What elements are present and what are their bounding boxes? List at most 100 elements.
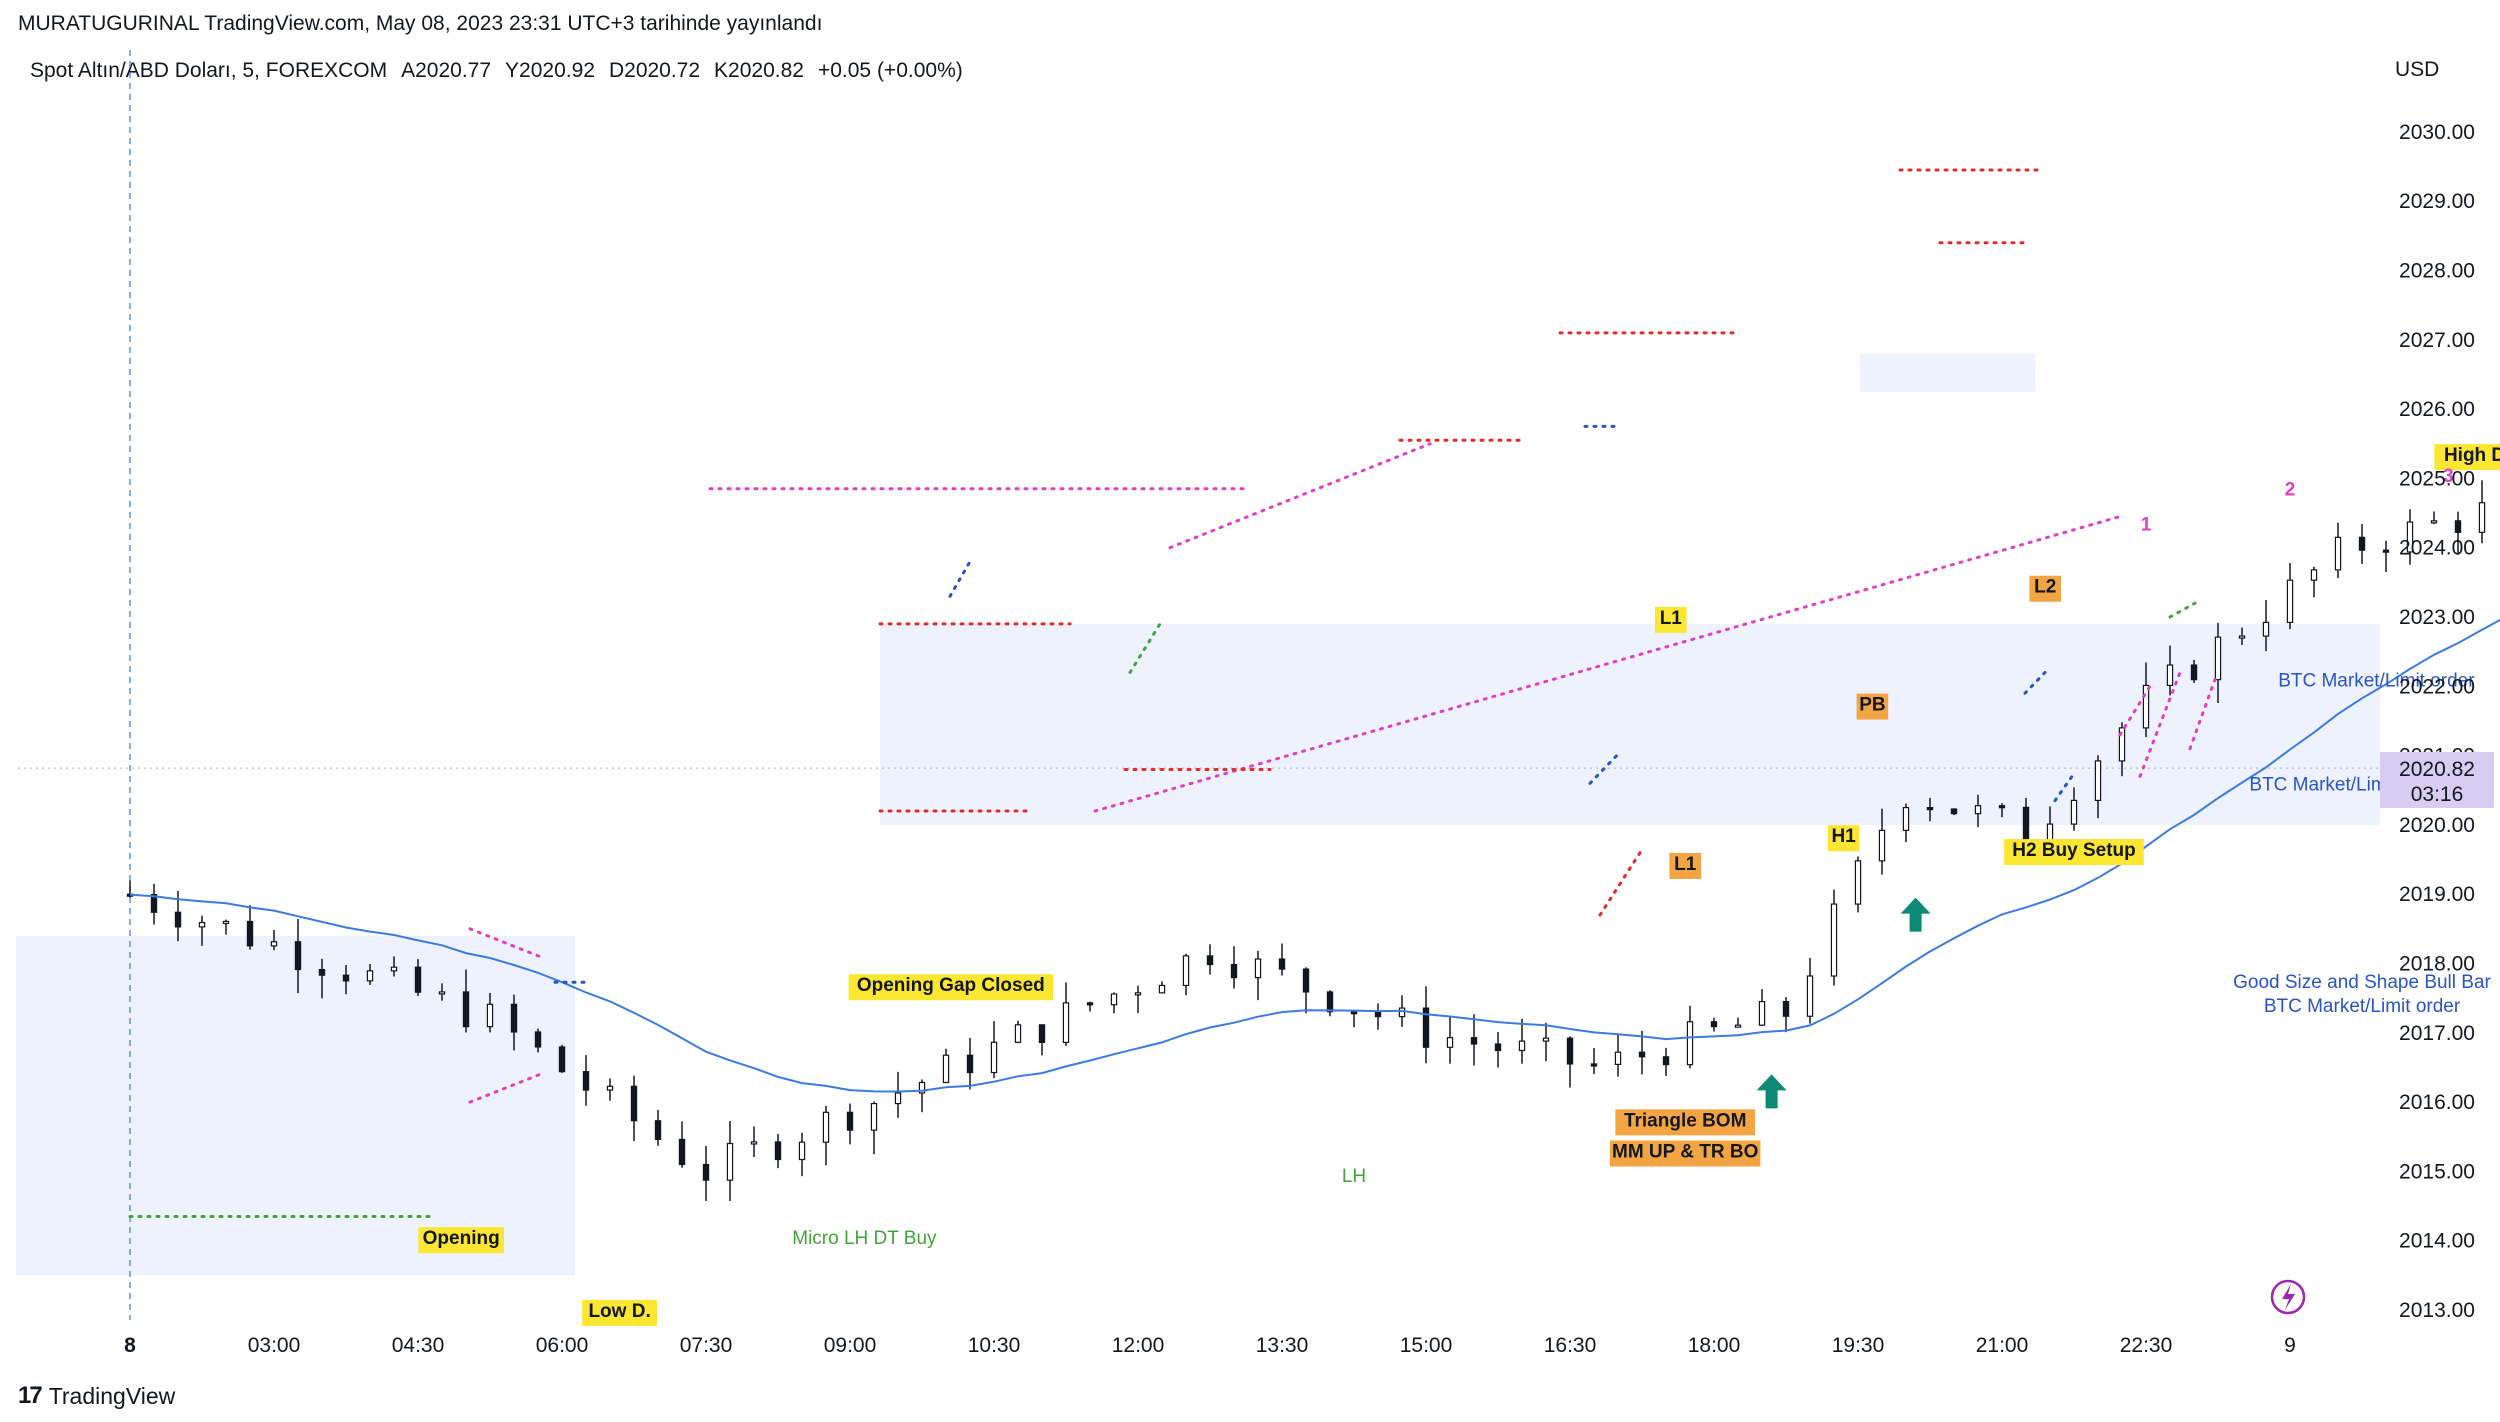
- annotation: Opening Gap Closed: [848, 974, 1053, 1001]
- candle-body: [1782, 1001, 1790, 1017]
- candle-body: [1038, 1024, 1046, 1043]
- last-price-label: 2020.82: [2399, 758, 2475, 781]
- change-value: +0.05 (+0.00%): [817, 59, 963, 82]
- candle-body: [1350, 1011, 1358, 1015]
- annotation-text: Opening Gap Closed: [857, 975, 1045, 996]
- candle-body: [1686, 1021, 1694, 1066]
- x-tick-label: 04:30: [392, 1334, 445, 1357]
- annotation: Good Size and Shape Bull Bar: [2233, 972, 2491, 993]
- y-tick-label: 2029.00: [2399, 190, 2475, 213]
- annotation-text: BTC Market/Limit order: [2264, 996, 2461, 1017]
- candle-body: [270, 941, 278, 947]
- annotation: MM UP & TR BO: [1610, 1140, 1761, 1167]
- annotation-text: Micro LH DT Buy: [792, 1228, 937, 1249]
- lightning-icon[interactable]: [2270, 1279, 2306, 1315]
- annotation: PB: [1856, 693, 1889, 720]
- candle-body: [2094, 760, 2102, 802]
- annotation: 3: [2443, 466, 2454, 487]
- candle-body: [1662, 1056, 1670, 1066]
- x-tick-label: 06:00: [536, 1334, 589, 1357]
- candle-body: [1806, 975, 1814, 1017]
- candle-body: [486, 1003, 494, 1028]
- candle-body: [798, 1141, 806, 1161]
- candle-body: [198, 921, 206, 928]
- candle-body: [2214, 636, 2222, 681]
- annotation-text: BTC Market/Limit order: [2278, 670, 2475, 691]
- annotation-text: Low D.: [588, 1301, 650, 1322]
- candle-body: [1902, 807, 1910, 831]
- published-note: MURATUGURINAL TradingView.com, May 08, 2…: [18, 12, 823, 35]
- symbol-name[interactable]: Spot Altın/ABD Doları, 5, FOREXCOM: [30, 59, 388, 82]
- candle-body: [1326, 991, 1334, 1013]
- annotation-bg: [418, 1227, 504, 1254]
- arrow-up-icon: [1900, 897, 1931, 932]
- annotation-text: L1: [1674, 854, 1697, 875]
- arrow-up-icon: [1756, 1074, 1787, 1109]
- candle-body: [2166, 664, 2174, 687]
- candle-body: [1302, 968, 1310, 993]
- x-tick-label: 12:00: [1112, 1334, 1165, 1357]
- y-tick-label: 2015.00: [2399, 1160, 2475, 1183]
- annotation: L2: [2029, 575, 2061, 602]
- tradingview-logo-icon[interactable]: 17: [18, 1382, 43, 1409]
- candle-body: [1998, 805, 2006, 809]
- x-tick-label: 13:30: [1256, 1334, 1309, 1357]
- guide-line: [1128, 622, 1162, 674]
- candle-body: [1398, 1007, 1406, 1018]
- x-tick-label: 22:30: [2120, 1334, 2173, 1357]
- candle-body: [870, 1102, 878, 1131]
- candle-body: [2118, 727, 2126, 762]
- annotation: LH: [1342, 1166, 1366, 1187]
- candle-body: [1518, 1040, 1526, 1052]
- range-zone: [1860, 353, 2035, 392]
- candle-body: [2406, 521, 2414, 553]
- annotation-text: Good Size and Shape Bull Bar: [2233, 972, 2491, 993]
- annotation-text: Opening: [423, 1228, 500, 1249]
- candle-body: [2046, 823, 2054, 842]
- annotation: Triangle BOM: [1615, 1109, 1755, 1136]
- annotation: H2 Buy Setup: [2004, 839, 2144, 866]
- annotation-text: MM UP & TR BO: [1612, 1142, 1758, 1163]
- annotation: H1: [1827, 825, 1860, 852]
- guide-line: [1598, 851, 1642, 917]
- candle-body: [1206, 955, 1214, 966]
- candle-body: [294, 941, 302, 971]
- candle-body: [2334, 536, 2342, 571]
- candle-body: [606, 1085, 614, 1091]
- symbol-legend: Spot Altın/ABD Doları, 5, FOREXCOM A2020.…: [30, 59, 977, 83]
- candle-body: [366, 970, 374, 982]
- candle-body: [1926, 807, 1934, 811]
- candle-body: [2262, 621, 2270, 637]
- guide-line: [1168, 442, 1432, 550]
- annotation-text: H2 Buy Setup: [2012, 840, 2136, 861]
- candle-body: [630, 1085, 638, 1122]
- annotation-text: 2: [2285, 480, 2296, 501]
- candle-body: [846, 1111, 854, 1131]
- candle-body: [1422, 1007, 1430, 1048]
- candle-body: [1110, 993, 1118, 1006]
- candle-body: [558, 1046, 566, 1073]
- candle-body: [2070, 799, 2078, 825]
- annotation-bg: [1615, 1109, 1755, 1136]
- annotation-bg: [1610, 1140, 1761, 1167]
- countdown-label: 03:16: [2411, 783, 2464, 806]
- candle-body: [942, 1054, 950, 1084]
- candle-body: [1014, 1024, 1022, 1043]
- annotation-bg: [1655, 606, 1687, 633]
- annotation: L1: [1669, 852, 1701, 879]
- candle-body: [1230, 963, 1238, 979]
- close-value: K2020.82: [714, 59, 804, 82]
- brand-name: TradingView: [48, 1382, 176, 1409]
- annotation: Low D.: [582, 1299, 657, 1326]
- candle-body: [1062, 1002, 1070, 1043]
- guide-line: [468, 1072, 542, 1104]
- y-tick-label: 2030.00: [2399, 121, 2475, 144]
- candle-body: [1710, 1021, 1718, 1028]
- x-tick-label: 18:00: [1688, 1334, 1741, 1357]
- last-price-badge: [2380, 752, 2494, 808]
- x-tick-label: 15:00: [1400, 1334, 1453, 1357]
- candle-body: [1470, 1037, 1478, 1045]
- x-tick-label: 8: [124, 1334, 136, 1357]
- candle-body: [1878, 829, 1886, 862]
